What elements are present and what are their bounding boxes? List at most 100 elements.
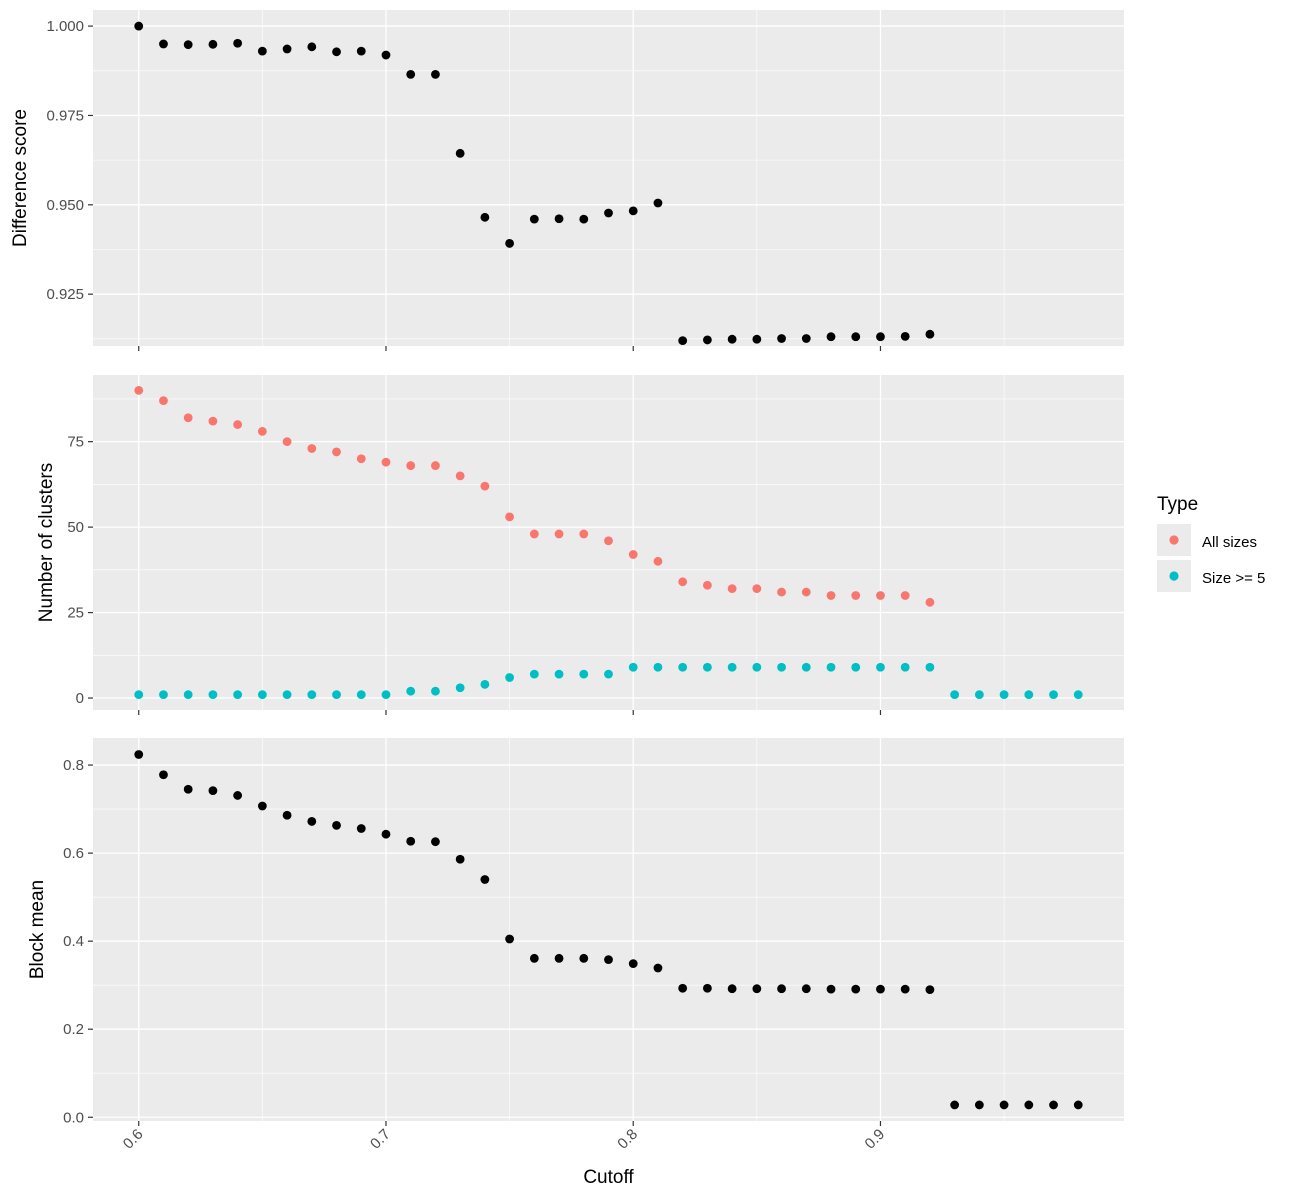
data-point: [999, 690, 1009, 700]
data-point: [332, 47, 341, 57]
y-tick-label: 1.000: [46, 18, 84, 35]
data-point: [678, 662, 688, 672]
data-point: [282, 44, 292, 54]
data-point: [1049, 1100, 1058, 1110]
data-point: [356, 46, 366, 56]
data-point: [356, 454, 366, 464]
data-point: [1073, 1100, 1083, 1110]
y-axis-title: Block mean: [27, 880, 48, 979]
data-point: [974, 1100, 984, 1110]
data-point: [282, 810, 292, 820]
data-point: [233, 791, 243, 800]
data-point: [529, 953, 539, 963]
data-point: [356, 690, 366, 700]
data-point: [579, 214, 589, 224]
data-point: [678, 577, 688, 587]
data-point: [431, 686, 440, 696]
data-point: [233, 420, 243, 429]
data-point: [752, 662, 762, 672]
data-point: [381, 50, 391, 60]
data-point: [653, 556, 663, 566]
data-point: [406, 686, 416, 696]
y-tick-label: 0: [76, 690, 84, 707]
data-point: [1049, 690, 1058, 700]
data-point: [678, 336, 688, 346]
y-tick-label: 0.950: [46, 197, 84, 214]
data-point: [1024, 690, 1034, 700]
y-tick-label: 50: [67, 519, 84, 536]
data-point: [455, 471, 465, 481]
data-point: [727, 662, 737, 672]
series-all-sizes: [134, 385, 935, 607]
data-point: [455, 854, 465, 864]
data-point: [702, 662, 712, 672]
data-point: [208, 416, 218, 426]
data-point: [900, 331, 910, 341]
data-point: [826, 591, 836, 600]
y-tick-label: 0.975: [46, 107, 84, 124]
data-point: [282, 690, 292, 700]
data-point: [431, 69, 440, 79]
data-point: [307, 817, 317, 826]
data-point: [381, 829, 391, 839]
x-tick-label: 0.8: [614, 1126, 641, 1153]
data-point: [727, 334, 737, 344]
data-point: [1024, 1100, 1034, 1110]
data-point: [950, 690, 960, 700]
data-point: [183, 690, 193, 700]
data-point: [851, 984, 861, 994]
data-point: [159, 396, 168, 406]
data-point: [851, 662, 861, 672]
data-point: [702, 580, 712, 590]
data-point: [431, 461, 440, 470]
y-axis-title: Difference score: [10, 109, 31, 247]
data-point: [801, 334, 811, 343]
y-tick-label: 0.4: [63, 933, 84, 950]
y-axis-title: Number of clusters: [36, 463, 57, 622]
legend: Type All sizes Size >= 5: [1157, 494, 1265, 592]
data-point: [876, 662, 885, 672]
data-point: [307, 42, 317, 52]
data-point: [381, 690, 391, 700]
data-point: [752, 984, 762, 994]
panel-background: [93, 738, 1124, 1121]
data-point: [653, 963, 663, 973]
data-point: [604, 955, 613, 965]
y-tick-label: 0.8: [63, 757, 84, 774]
data-point: [505, 673, 515, 682]
data-point: [282, 437, 292, 447]
data-point: [505, 934, 515, 944]
data-point: [134, 750, 144, 759]
data-point: [876, 984, 885, 994]
data-point: [406, 461, 416, 470]
y-tick-label: 0.0: [63, 1109, 84, 1126]
data-point: [579, 529, 589, 539]
data-point: [678, 983, 688, 993]
data-point: [925, 329, 935, 339]
legend-key-size-ge-5: [1169, 571, 1179, 581]
panel-background: [93, 10, 1124, 346]
legend-key-all-sizes: [1169, 535, 1179, 545]
data-point: [505, 239, 515, 248]
data-point: [876, 332, 885, 342]
data-point: [876, 591, 885, 600]
y-tick-label: 0.2: [63, 1021, 84, 1038]
data-point: [752, 584, 762, 594]
data-point: [702, 983, 712, 993]
panel-difference-score: 0.925 0.950 0.975 1.000 Difference score: [10, 10, 1124, 351]
series-size-5: [134, 662, 1083, 700]
data-point: [925, 597, 935, 607]
data-point: [851, 332, 861, 342]
panel-block-mean: 0.6 0.7 0.8 0.9 0.0 0.2 0.4 0.6 0.8 Block mean Cut…: [27, 738, 1124, 1188]
data-point: [702, 335, 712, 345]
data-point: [134, 21, 144, 31]
data-point: [1073, 690, 1083, 700]
legend-label-size-ge-5: Size >= 5: [1202, 570, 1265, 587]
data-point: [134, 385, 144, 395]
data-point: [381, 457, 391, 467]
data-point: [455, 683, 465, 693]
data-point: [999, 1100, 1009, 1110]
x-tick-label: 0.6: [120, 1126, 147, 1153]
data-point: [826, 984, 836, 994]
data-point: [332, 820, 341, 830]
